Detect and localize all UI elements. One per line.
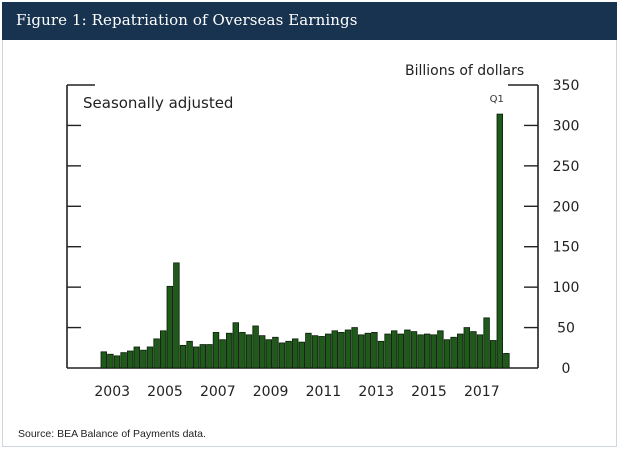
bar-2005Q4: [173, 262, 180, 369]
bar-2003Q1: [100, 351, 107, 369]
bar-2014Q1: [390, 330, 398, 369]
bar-2013Q3: [377, 340, 385, 369]
bar-2015Q2: [423, 333, 431, 369]
figure-title: Figure 1: Repatriation of Overseas Earni…: [16, 11, 358, 29]
y-tick-label: 350: [553, 78, 580, 94]
bar-2012Q3: [351, 327, 358, 369]
bar-2011Q3: [324, 333, 332, 369]
bar-2005Q3: [166, 285, 173, 369]
bar-2006Q2: [186, 340, 193, 369]
bar-2015Q1: [417, 334, 424, 369]
bar-2012Q4: [357, 334, 365, 369]
bar-2011Q1: [311, 335, 319, 369]
y-tick-label: 250: [553, 159, 580, 175]
bar-2017Q3: [483, 317, 490, 369]
bar-2008Q3: [245, 334, 253, 369]
bar-2011Q2: [318, 336, 325, 369]
bar-2016Q4: [463, 327, 470, 369]
y-tick-label: 300: [553, 118, 580, 134]
bar-2015Q4: [437, 330, 444, 369]
y-tick-label: 100: [553, 280, 580, 296]
y-axis-label: Billions of dollars: [405, 63, 524, 79]
bar-2014Q2: [397, 333, 404, 369]
bar-2008Q1: [232, 322, 239, 369]
y-tick-label: 0: [562, 361, 571, 377]
bar-2012Q1: [338, 332, 345, 369]
figure-header: Figure 1: Repatriation of Overseas Earni…: [2, 2, 617, 40]
bar-2016Q2: [450, 336, 457, 369]
bars: [100, 113, 510, 369]
bar-2004Q2: [133, 346, 140, 369]
x-tick-label: 2007: [200, 384, 236, 400]
bar-2003Q4: [120, 352, 127, 369]
x-tick-label: 2011: [306, 384, 342, 400]
bar-2016Q1: [443, 339, 451, 369]
x-tick-label: 2013: [358, 384, 394, 400]
bar-2007Q2: [212, 332, 220, 369]
bar-2007Q1: [206, 344, 213, 369]
bar-2006Q3: [192, 346, 200, 369]
source-note: Source: BEA Balance of Payments data.: [18, 428, 206, 440]
labels: Seasonally adjusted Billions of dollars …: [83, 63, 524, 112]
bar-2004Q3: [140, 349, 147, 369]
figure-frame: [2, 2, 617, 447]
bar-2010Q4: [305, 332, 312, 369]
x-tick-label: 2015: [411, 384, 447, 400]
x-tick-label: 2005: [147, 384, 183, 400]
bar-2005Q1: [153, 338, 160, 369]
bar-annotation: Q1: [490, 94, 504, 105]
bar-2004Q1: [127, 350, 134, 369]
bar-2010Q1: [285, 340, 292, 369]
bar-2017Q1: [470, 331, 477, 369]
bar-2009Q4: [278, 342, 286, 369]
bar-2013Q4: [384, 333, 391, 369]
y-tick-label: 150: [553, 240, 580, 256]
bar-2018Q2: [503, 353, 510, 369]
bar-2005Q2: [159, 330, 167, 369]
bar-2009Q3: [272, 336, 279, 369]
bar-2010Q3: [298, 341, 305, 369]
bar-2006Q4: [199, 344, 206, 369]
bar-2008Q4: [252, 325, 259, 369]
bar-2003Q3: [113, 355, 121, 369]
x-tick-label: 2017: [464, 384, 500, 400]
bar-2014Q4: [410, 331, 418, 369]
bar-2018Q1: [496, 113, 503, 369]
bar-2006Q1: [179, 344, 187, 369]
bar-2015Q3: [430, 334, 437, 369]
bar-2004Q4: [146, 346, 154, 369]
x-tick-label: 2003: [94, 384, 130, 400]
bar-2011Q4: [331, 330, 338, 369]
bar-2017Q2: [476, 334, 484, 369]
bar-2017Q4: [489, 340, 497, 369]
bar-2009Q2: [265, 339, 272, 369]
bar-2007Q4: [225, 332, 233, 369]
y-tick-label: 50: [557, 321, 575, 337]
bar-2014Q3: [404, 329, 411, 369]
bar-2007Q3: [219, 339, 226, 369]
bar-2016Q3: [456, 333, 464, 369]
y-tick-label: 200: [553, 199, 580, 215]
x-tick-label: 2009: [253, 384, 289, 400]
bar-2003Q2: [107, 353, 114, 369]
bar-2013Q1: [364, 332, 371, 369]
bar-2008Q2: [239, 332, 246, 369]
bar-2013Q2: [371, 332, 378, 369]
bar-2009Q1: [258, 335, 266, 369]
chart-subtitle: Seasonally adjusted: [83, 94, 233, 112]
bar-2010Q2: [291, 338, 299, 369]
bar-2012Q2: [344, 329, 352, 369]
